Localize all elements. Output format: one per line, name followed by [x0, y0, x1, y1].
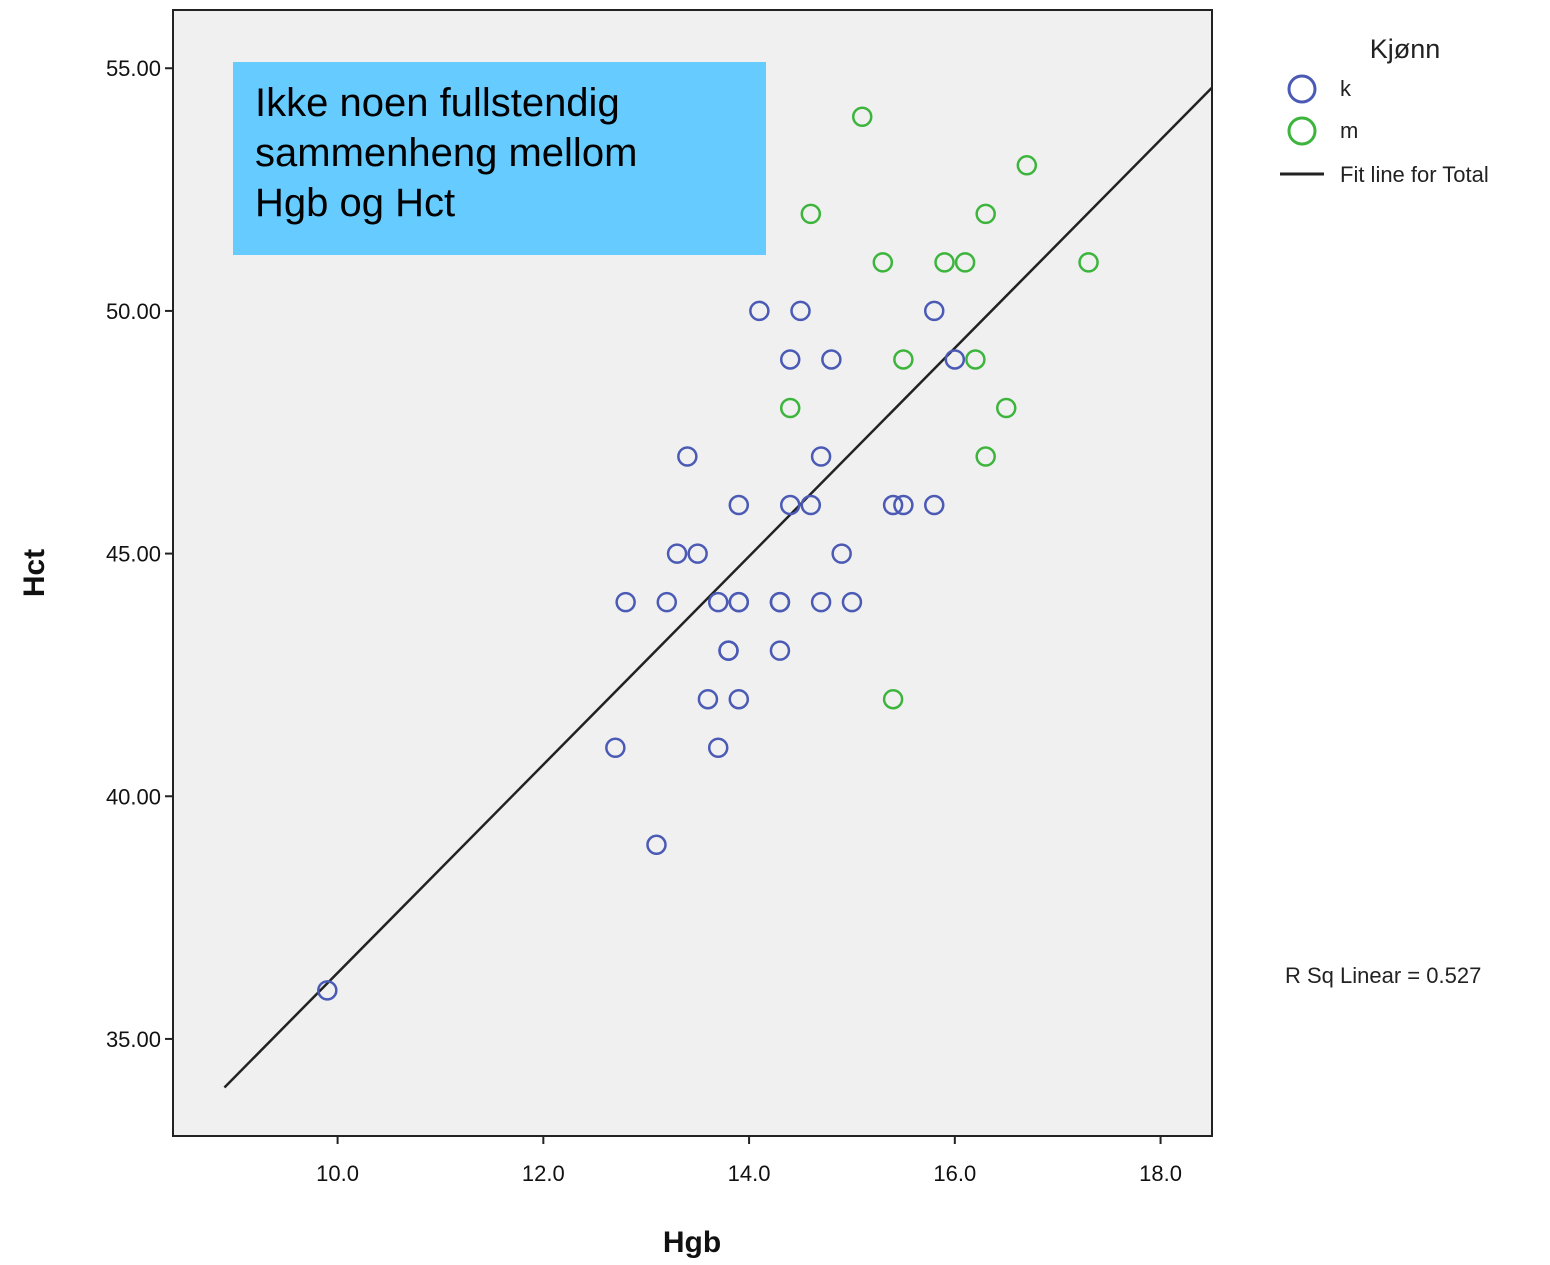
x-tick-label: 10.0 — [316, 1161, 359, 1186]
data-point-k — [790, 300, 811, 322]
data-point-m — [965, 349, 986, 370]
y-tick-label: 45.00 — [106, 542, 161, 567]
data-point-k — [923, 300, 945, 322]
data-point-k — [707, 591, 729, 613]
data-point-k — [779, 349, 801, 370]
annotation-line-3: Hgb og Hct — [255, 181, 456, 225]
data-point-k — [666, 543, 688, 564]
data-point-k — [893, 494, 914, 516]
data-point-m — [893, 349, 914, 370]
data-point-k — [728, 591, 750, 613]
data-point-m — [872, 252, 894, 273]
fit-line — [223, 86, 1213, 1089]
data-point-k — [882, 494, 904, 516]
data-point-m — [996, 397, 1017, 419]
annotation-box: Ikke noen fullstendig sammenheng mellom … — [233, 62, 766, 255]
data-point-k — [923, 494, 945, 516]
x-tick-label: 16.0 — [933, 1161, 976, 1186]
x-tick-label: 14.0 — [728, 1161, 771, 1186]
data-point-k — [841, 591, 863, 613]
legend-title: Kjønn — [1370, 34, 1441, 64]
data-point-m — [975, 446, 996, 467]
data-point-k — [944, 349, 966, 370]
y-tick-label: 40.00 — [106, 784, 161, 809]
x-axis: 10.0 12.0 14.0 16.0 18.0 — [316, 1136, 1182, 1186]
data-point-k — [615, 591, 636, 613]
data-point-m — [1016, 155, 1038, 176]
legend-label-m: m — [1340, 118, 1358, 143]
data-point-k — [810, 591, 832, 613]
data-point-k — [697, 688, 719, 710]
data-point-k — [605, 737, 626, 758]
legend-marker-m — [1287, 116, 1317, 146]
data-point-m — [851, 106, 873, 128]
y-axis-title: Hct — [18, 549, 51, 597]
data-point-m — [954, 252, 976, 273]
data-point-m — [1078, 252, 1099, 273]
data-point-k — [317, 980, 338, 1001]
data-point-k — [810, 446, 832, 467]
data-point-k — [769, 591, 791, 613]
annotation-line-1: Ikke noen fullstendig — [255, 81, 620, 125]
legend: Kjønn k m Fit line for Total — [1280, 34, 1489, 187]
legend-label-fit: Fit line for Total — [1340, 162, 1489, 187]
y-axis: 35.00 40.00 45.00 50.00 55.00 — [106, 56, 173, 1052]
annotation-line-2: sammenheng mellom — [255, 131, 638, 175]
data-points — [317, 106, 1099, 1001]
data-point-k — [800, 494, 822, 516]
legend-marker-k — [1287, 74, 1317, 104]
data-point-k — [831, 543, 852, 564]
y-tick-label: 50.00 — [106, 299, 161, 324]
data-point-m — [882, 688, 904, 710]
y-tick-label: 35.00 — [106, 1027, 161, 1052]
data-point-k — [646, 834, 667, 856]
x-tick-label: 18.0 — [1139, 1161, 1182, 1186]
data-point-m — [934, 252, 955, 273]
data-point-k — [718, 640, 739, 661]
data-point-k — [769, 640, 791, 661]
data-point-k — [656, 591, 678, 613]
x-axis-title: Hgb — [663, 1226, 721, 1259]
data-point-k — [677, 446, 698, 467]
data-point-k — [687, 543, 708, 564]
data-point-k — [707, 737, 729, 758]
data-point-k — [728, 688, 750, 710]
r-squared-label: R Sq Linear = 0.527 — [1285, 963, 1481, 988]
data-point-k — [821, 349, 842, 370]
data-point-k — [728, 494, 750, 516]
data-point-m — [779, 397, 801, 419]
data-point-m — [800, 203, 822, 225]
x-tick-label: 12.0 — [522, 1161, 565, 1186]
data-point-k — [779, 494, 801, 516]
data-point-m — [975, 203, 996, 225]
data-point-k — [749, 300, 770, 322]
legend-label-k: k — [1340, 76, 1352, 101]
y-tick-label: 55.00 — [106, 56, 161, 81]
